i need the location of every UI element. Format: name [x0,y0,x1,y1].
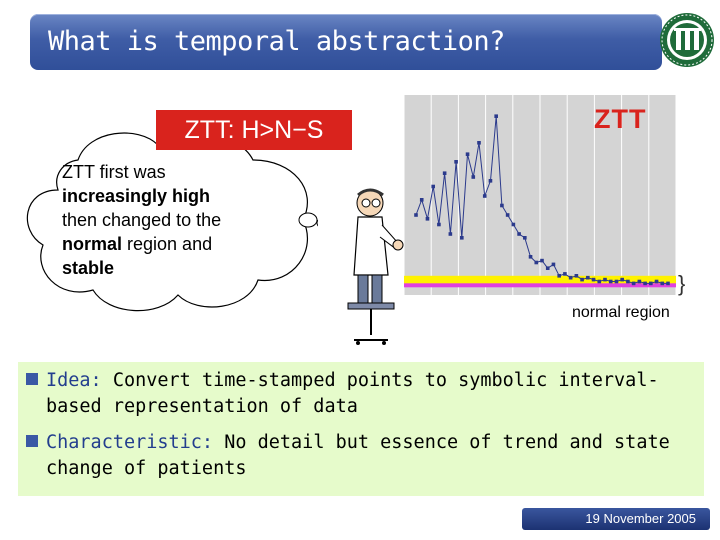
data-point [454,160,458,164]
ztt-state-label: ZTT: H>N−S [156,110,352,150]
university-seal-icon [660,13,714,67]
data-point [488,179,493,183]
data-point [586,275,590,280]
bullet-square-icon [26,373,38,385]
data-point [631,281,636,286]
thought-bubble [26,132,318,312]
data-point [460,236,464,240]
footer-date: 19 November 2005 [522,508,710,530]
data-point [442,171,447,175]
ztt-chart [404,95,676,295]
chart-series-label: ZTT [594,104,647,134]
data-point [620,277,624,282]
scientist-illustration [347,188,404,345]
summary-box [18,362,704,496]
data-point [626,279,630,284]
data-point [654,279,659,284]
data-point [523,236,527,240]
data-point [649,281,653,286]
title-bar [30,14,662,70]
bullet-text: No detail but essence of trend and state [213,432,670,453]
data-point [591,277,596,282]
data-point [419,198,424,202]
data-point [471,175,476,179]
bullet-keyword: Idea: [46,370,102,391]
data-point [580,277,584,282]
thought-bubble-text: ZTT first was increasingly high then cha… [62,160,272,280]
data-point [568,275,573,280]
data-point [574,274,579,278]
bubble-line-4: normal region and [62,234,213,254]
data-point [540,258,544,263]
data-point [563,272,567,276]
data-point [477,141,481,145]
ztt-series-points [414,114,670,286]
data-point [557,274,561,278]
bubble-line-3: then changed to the [62,210,222,230]
data-point [437,222,441,227]
data-point [551,262,556,267]
data-point [545,266,550,270]
data-point [517,232,521,236]
bullet-keyword: Characteristic: [46,432,214,453]
slide-title: What is temporal abstraction? [48,26,505,57]
data-point [660,281,665,286]
bubble-line-2: increasingly high [62,186,211,206]
normal-region-label: normal region [572,304,670,321]
normal-region-brace: } [678,271,686,296]
data-point [448,232,453,236]
data-point [511,222,516,227]
normal-band [404,275,676,286]
data-point [505,213,510,217]
bullet-text-cont: based representation of data [46,396,358,417]
data-point [597,279,602,284]
data-point [603,277,607,282]
data-point [614,279,619,284]
data-point [528,255,533,259]
data-point [643,281,647,286]
normal-band-lower [404,283,676,288]
bubble-line-1: ZTT first was [62,162,166,182]
data-point [414,213,418,217]
data-point [494,114,498,118]
data-point [608,279,613,284]
data-point [534,260,539,265]
data-point [666,281,670,286]
data-point [500,203,504,208]
bubble-line-5: stable [62,258,115,278]
bullet-idea: Idea: Convert time-stamped points to sym… [26,368,686,420]
data-point [431,184,435,189]
bullet-characteristic: Characteristic: No detail but essence of… [26,430,686,482]
bullet-text-cont: change of patients [46,458,247,479]
data-point [465,152,470,156]
bullet-square-icon [26,435,38,447]
data-point [482,194,487,198]
data-point [425,217,430,221]
bullet-text: Convert time-stamped points to symbolic … [101,370,659,391]
data-point [637,279,642,284]
